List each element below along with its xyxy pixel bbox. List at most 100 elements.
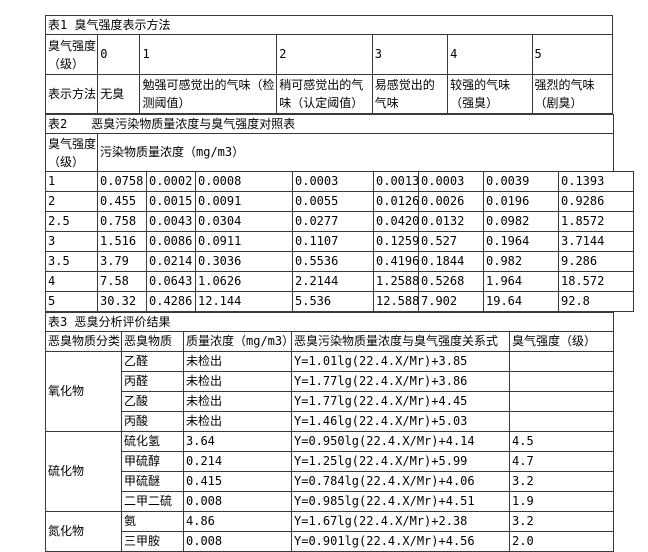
concentration-cell: 1.8572 (557, 211, 635, 232)
table2-header-row: 臭气强度（级） 污染物质量浓度（mg/m3） (45, 133, 634, 172)
intensity-cell (508, 351, 615, 372)
table3-title-row: 表3 恶臭分析评价结果 (44, 312, 615, 332)
table3-row: 丙酸 未检出 Y=1.46lg(22.4.X/Mr)+5.03 (46, 411, 615, 432)
category-cell: 氮化物 (45, 511, 122, 552)
formula-cell: Y=1.77lg(22.4.X/Mr)+4.45 (291, 391, 510, 412)
concentration-cell: 9.286 (557, 251, 635, 272)
formula-cell: Y=0.901lg(22.4.X/Mr)+4.56 (291, 531, 510, 552)
concentration-cell: 0.0304 (195, 211, 293, 232)
concentration-cell: 0.5268 (418, 271, 484, 292)
concentration-cell: 0.0643 (146, 271, 196, 292)
table1-odor-intensity-scale: 表1 臭气强度表示方法 臭气强度（级） 0 1 2 3 4 5 表示方法 无臭 … (44, 15, 614, 114)
concentration-cell: 1.964 (483, 271, 559, 292)
odor-description: 勉强可感觉出的气味（检测阈值） (139, 74, 278, 114)
concentration-cell: 0.4196 (373, 251, 419, 272)
concentration-cell: 2.2144 (292, 271, 374, 292)
concentration-cell: 0.0758 (97, 171, 147, 192)
concentration-cell: 7.58 (97, 271, 147, 292)
table3-row: 三甲胺 0.008 Y=0.901lg(22.4.X/Mr)+4.56 2.0 (46, 531, 615, 552)
intensity-cell: 4.7 (508, 451, 615, 472)
concentration-cell: 0.455 (97, 191, 147, 212)
concentration-cell: 未检出 (183, 391, 292, 412)
odor-description: 较强的气味（强臭） (447, 74, 533, 114)
concentration-cell: 0.0043 (146, 211, 196, 232)
table2-row: 1 0.0758 0.0002 0.0008 0.0003 0.0013 0.0003 0.0… (45, 171, 635, 192)
substance-cell: 甲硫醚 (121, 471, 184, 492)
concentration-cell: 1.516 (97, 231, 147, 252)
level-5-header: 5 (531, 34, 614, 75)
table3-title: 表3 恶臭分析评价结果 (44, 312, 615, 332)
table3-row: 乙酸 未检出 Y=1.77lg(22.4.X/Mr)+4.45 (46, 391, 615, 412)
concentration-cell: 0.5536 (292, 251, 374, 272)
formula-cell: Y=1.46lg(22.4.X/Mr)+5.03 (291, 411, 510, 432)
concentration-cell: 0.214 (183, 451, 292, 472)
substance-header: 恶臭物质 (121, 331, 184, 352)
odor-description: 强烈的气味（剧臭） (531, 74, 614, 114)
intensity-cell: 4.5 (508, 431, 615, 452)
substance-cell: 乙醛 (121, 351, 184, 372)
substance-cell: 甲硫醇 (121, 451, 184, 472)
intensity-cell (508, 411, 615, 432)
table3-row: 甲硫醇 0.214 Y=1.25lg(22.4.X/Mr)+5.99 4.7 (46, 451, 615, 472)
table3-row: 硫化物 硫化氢 3.64 Y=0.950lg(22.4.X/Mr)+4.14 4.5 (45, 431, 615, 512)
table1-description-row: 表示方法 无臭 勉强可感觉出的气味（检测阈值） 稍可感觉出的气味（认定阈值） 易… (44, 74, 614, 114)
concentration-cell: 3.79 (97, 251, 147, 272)
concentration-cell: 0.982 (483, 251, 559, 272)
concentration-cell: 未检出 (183, 371, 292, 392)
concentration-header: 质量浓度（mg/m3） (183, 331, 294, 352)
formula-cell: Y=0.985lg(22.4.X/Mr)+4.51 (291, 491, 510, 512)
level-0-header: 0 (97, 34, 141, 75)
concentration-cell: 0.4286 (146, 291, 196, 312)
spacer (614, 134, 634, 172)
table1-title: 表1 臭气强度表示方法 (45, 15, 613, 35)
intensity-cell: 2.0 (508, 531, 615, 552)
table1-level-label: 臭气强度（级） (44, 34, 99, 75)
table2-concentration-header: 污染物质量浓度（mg/m3） (96, 133, 615, 172)
intensity-cell: 1.9 (508, 491, 615, 512)
concentration-cell: 1.0626 (195, 271, 293, 292)
odor-level-cell: 3 (45, 231, 98, 252)
table3-row: 二甲二硫 0.008 Y=0.985lg(22.4.X/Mr)+4.51 1.9 (46, 491, 615, 512)
concentration-cell: 0.0086 (146, 231, 196, 252)
odor-description: 易感觉出的气味 (371, 74, 449, 114)
level-1-header: 1 (139, 34, 278, 75)
intensity-cell (508, 391, 615, 412)
category-header: 恶臭物质分类 (45, 331, 122, 352)
concentration-cell: 30.32 (97, 291, 147, 312)
table1-header-row: 臭气强度（级） 0 1 2 3 4 5 (44, 34, 614, 75)
concentration-cell: 0.0008 (195, 171, 293, 192)
table2-title: 表2 恶臭污染物质量浓度与臭气强度对照表 (44, 114, 615, 134)
concentration-cell: 3.7144 (557, 231, 635, 252)
substance-cell: 氨 (121, 511, 184, 532)
odor-level-cell: 4 (45, 271, 98, 292)
concentration-cell: 3.64 (183, 431, 292, 452)
odor-level-cell: 2 (45, 191, 98, 212)
concentration-cell: 0.0003 (292, 171, 374, 192)
concentration-cell: 0.0911 (195, 231, 293, 252)
concentration-cell: 12.144 (195, 291, 293, 312)
formula-cell: Y=0.950lg(22.4.X/Mr)+4.14 (291, 431, 510, 452)
table2-row: 2 0.455 0.0015 0.0091 0.0055 0.0126 0.0026 0.01… (45, 191, 635, 212)
substance-cell: 硫化氢 (121, 431, 184, 452)
table3-row: 丙醛 未检出 Y=1.77lg(22.4.X/Mr)+3.86 (46, 371, 615, 392)
concentration-cell: 7.902 (418, 291, 484, 312)
intensity-cell: 3.2 (508, 471, 615, 492)
concentration-cell: 0.008 (183, 531, 292, 552)
concentration-cell: 0.0091 (195, 191, 293, 212)
odor-level-cell: 3.5 (45, 251, 98, 272)
concentration-cell: 5.536 (292, 291, 374, 312)
formula-cell: Y=1.25lg(22.4.X/Mr)+5.99 (291, 451, 510, 472)
intensity-cell (508, 371, 615, 392)
concentration-cell: 0.3036 (195, 251, 293, 272)
category-cell: 氧化物 (45, 351, 122, 432)
intensity-cell: 3.2 (508, 511, 615, 532)
table3-analysis-results: 表3 恶臭分析评价结果 恶臭物质分类 恶臭物质 质量浓度（mg/m3） 恶臭污染… (44, 312, 615, 552)
concentration-cell: 0.0196 (483, 191, 559, 212)
formula-header: 恶臭污染物质量浓度与臭气强度关系式 (291, 331, 510, 352)
table2-row: 3.5 3.79 0.0214 0.3036 0.5536 0.4196 0.1844 0.9… (45, 251, 635, 272)
level-4-header: 4 (447, 34, 533, 75)
concentration-cell: 0.415 (183, 471, 292, 492)
concentration-cell: 0.1964 (483, 231, 559, 252)
spacer (614, 115, 634, 134)
odor-level-cell: 2.5 (45, 211, 98, 232)
